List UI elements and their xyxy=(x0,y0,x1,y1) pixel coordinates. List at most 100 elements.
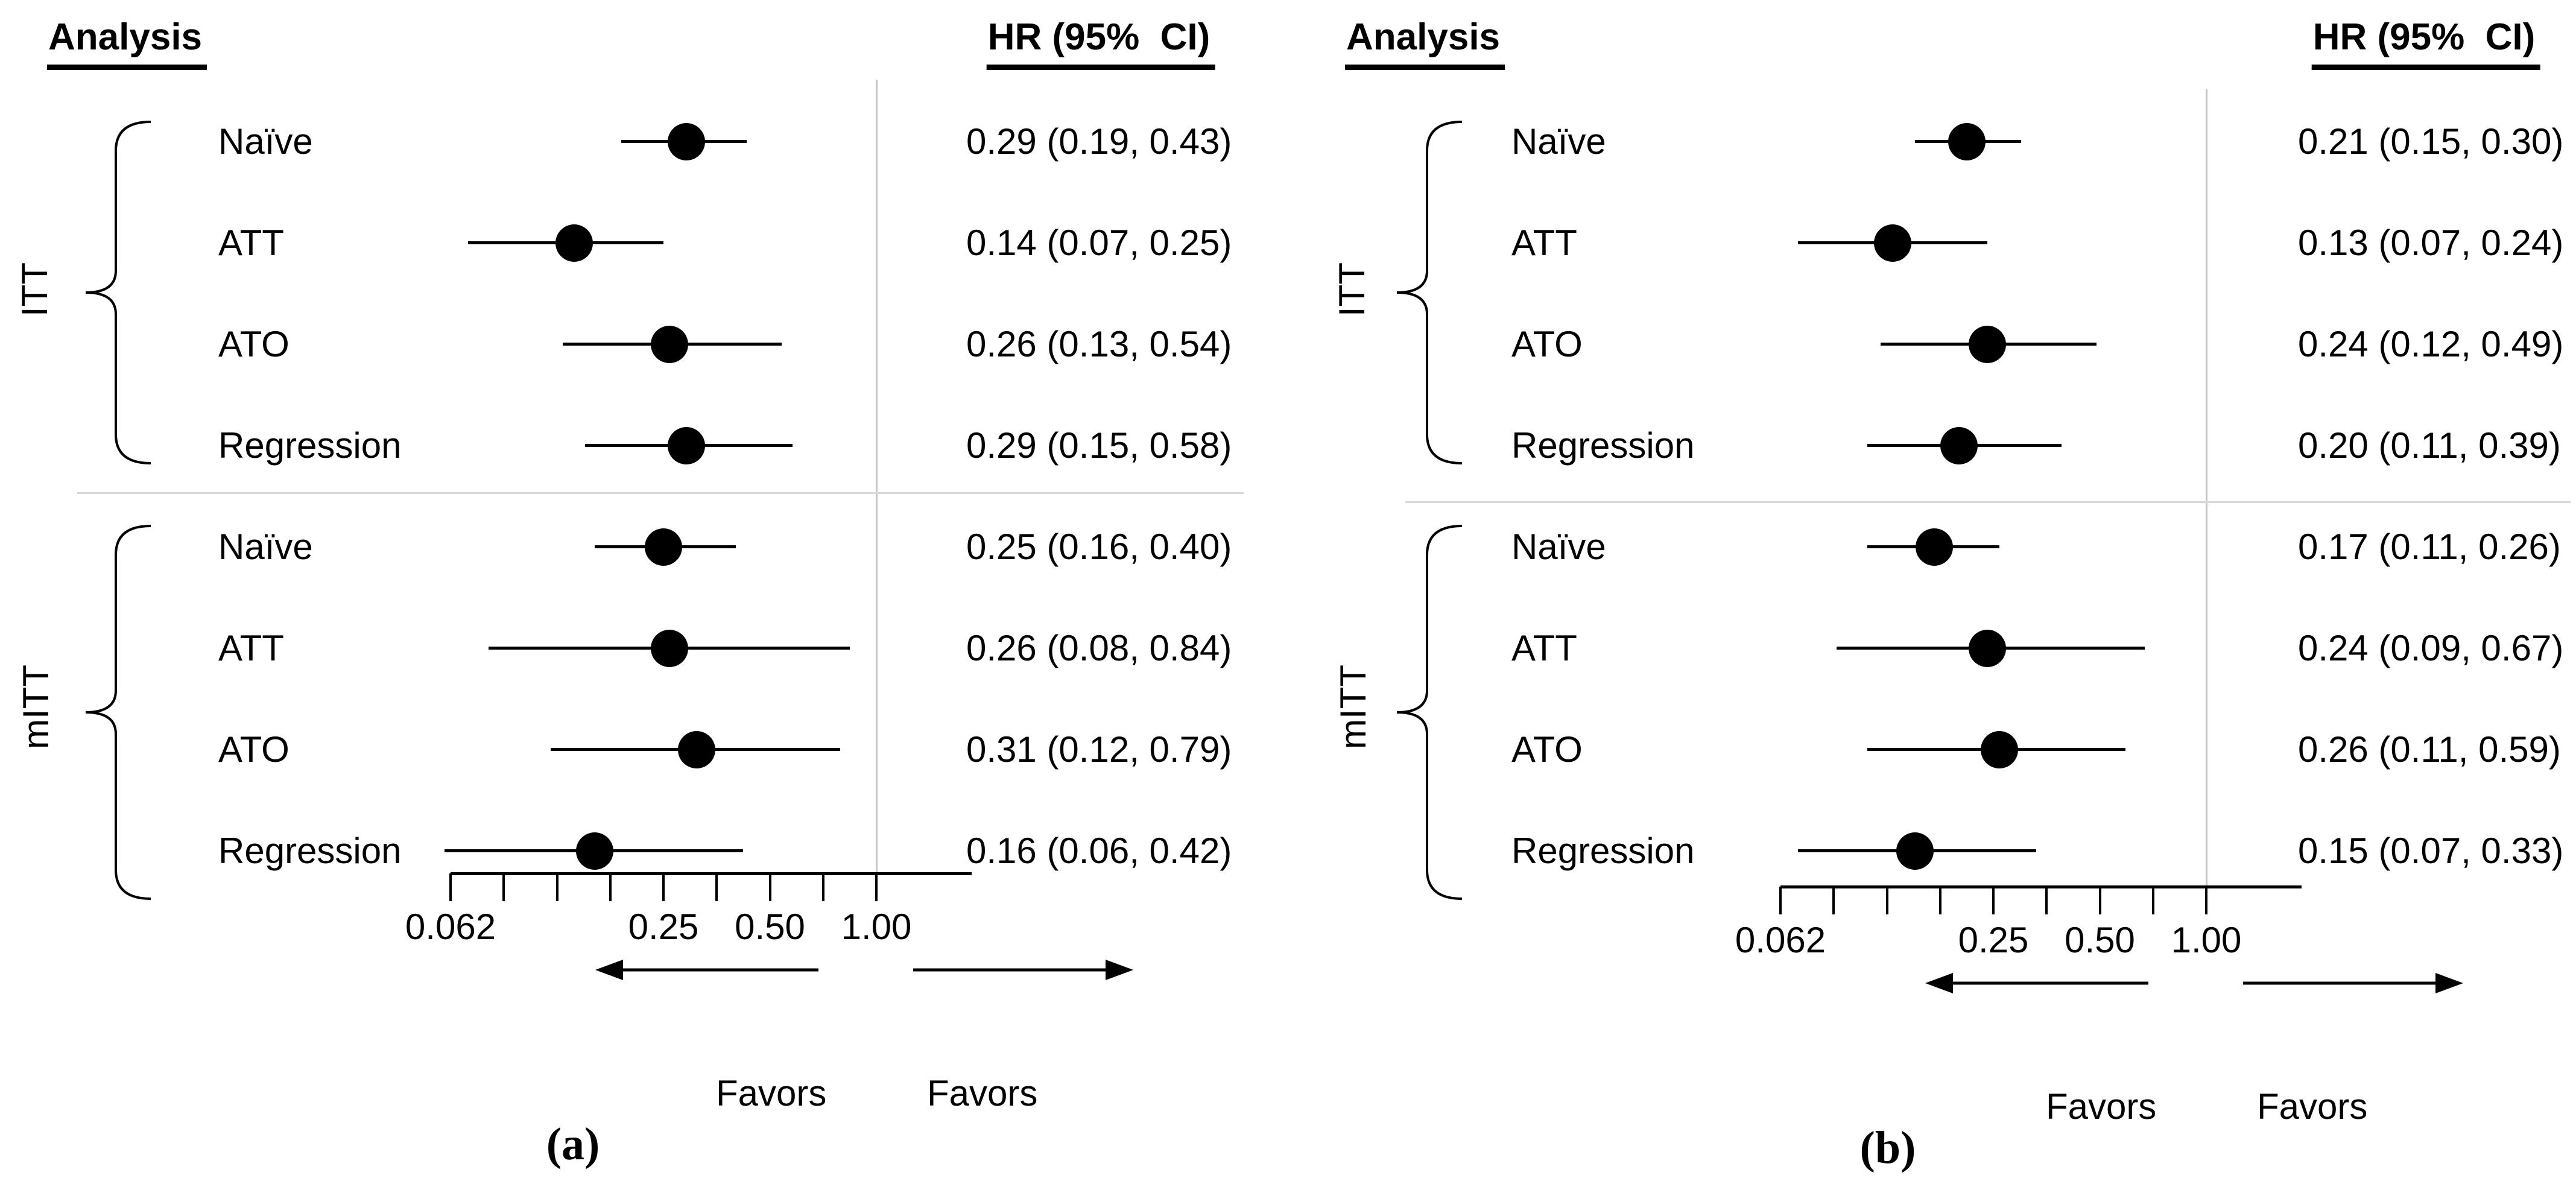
forest-dot xyxy=(645,528,682,566)
axis-tick xyxy=(1779,887,1782,914)
hr-ci-header: HR (95% CI) xyxy=(986,16,1215,70)
reference-line xyxy=(2206,89,2207,887)
axis-tick-label: 0.50 xyxy=(735,907,805,947)
hr-ci-header: HR (95% CI) xyxy=(2311,16,2540,70)
row-label: ATO xyxy=(1511,729,1583,770)
group-label-mitt: mITT xyxy=(1333,665,1373,749)
favors-cilta-cel-label: Favors cilta-cel xyxy=(2046,1086,2157,1127)
section-divider xyxy=(77,492,1244,494)
axis-tick-label: 0.062 xyxy=(1735,920,1826,960)
hr-value: 0.17 (0.11, 0.26) xyxy=(2298,527,2561,567)
row-label: ATO xyxy=(218,324,290,364)
hr-value: 0.15 (0.07, 0.33) xyxy=(2298,831,2564,871)
panel-letter-b: (b) xyxy=(1859,1122,1916,1173)
row-label: Naïve xyxy=(1511,527,1606,567)
forest-dot xyxy=(576,832,614,870)
axis-tick-label: 1.00 xyxy=(2171,920,2242,960)
axis-tick xyxy=(2151,887,2154,914)
favors-cilta-cel-label: Favors cilta-cel xyxy=(716,1073,827,1113)
axis-tick xyxy=(1885,887,1888,914)
mitt-group-brace xyxy=(1396,525,1463,900)
row-label: ATT xyxy=(1511,223,1577,263)
forest-dot xyxy=(1968,630,2006,667)
axis-tick xyxy=(662,873,665,901)
row-label: Regression xyxy=(1511,831,1695,871)
forest-dot xyxy=(1948,123,1986,160)
axis-tick xyxy=(875,873,878,901)
row-label: ATT xyxy=(218,223,284,263)
itt-group-brace xyxy=(1396,121,1463,464)
hr-value: 0.31 (0.12, 0.79) xyxy=(966,729,1232,770)
axis-tick xyxy=(449,873,452,901)
forest-dot xyxy=(667,427,705,464)
axis-tick xyxy=(715,873,718,901)
axis-tick xyxy=(1992,887,1995,914)
hr-value: 0.25 (0.16, 0.40) xyxy=(966,527,1232,567)
analysis-header: Analysis xyxy=(47,16,207,70)
axis-tick-label: 1.00 xyxy=(841,907,912,947)
row-label: Regression xyxy=(1511,425,1695,466)
axis-tick-label: 0.50 xyxy=(2065,920,2135,960)
section-divider xyxy=(1405,501,2571,503)
forest-dot xyxy=(1896,832,1934,870)
axis-tick xyxy=(1832,887,1835,914)
hr-value: 0.21 (0.15, 0.30) xyxy=(2298,121,2564,162)
axis-line xyxy=(451,872,972,875)
row-label: ATO xyxy=(218,729,290,770)
row-label: Regression xyxy=(218,425,402,466)
reference-line xyxy=(876,80,878,873)
forest-dot xyxy=(555,224,593,262)
row-label: ATT xyxy=(1511,628,1577,668)
forest-dot xyxy=(1968,326,2006,363)
axis-tick xyxy=(2205,887,2207,914)
row-label: Naïve xyxy=(218,527,313,567)
favors-comparator-label: Favors comparator xyxy=(927,1073,1038,1113)
axis-tick-label: 0.062 xyxy=(405,907,496,947)
hr-value: 0.26 (0.13, 0.54) xyxy=(966,324,1232,364)
row-label: Naïve xyxy=(1511,121,1606,162)
forest-dot xyxy=(1915,528,1953,566)
axis-tick-label: 0.25 xyxy=(1958,920,2029,960)
hr-value: 0.14 (0.07, 0.25) xyxy=(966,223,1232,263)
axis-line xyxy=(1780,885,2302,888)
forest-dot xyxy=(650,326,688,363)
axis-tick xyxy=(555,873,559,901)
axis-tick xyxy=(768,873,771,901)
axis-tick xyxy=(821,873,824,901)
forest-dot xyxy=(1980,731,2018,768)
hr-value: 0.24 (0.12, 0.49) xyxy=(2298,324,2564,364)
row-label: ATT xyxy=(218,628,284,668)
hr-value: 0.16 (0.06, 0.42) xyxy=(966,831,1232,871)
forest-dot xyxy=(1940,427,1978,464)
hr-value: 0.24 (0.09, 0.67) xyxy=(2298,628,2564,668)
favors-comparator-arrowhead xyxy=(2435,973,2463,993)
panel-letter-a: (a) xyxy=(546,1119,600,1170)
hr-value: 0.20 (0.11, 0.39) xyxy=(2298,425,2561,466)
analysis-header: Analysis xyxy=(1345,16,1505,70)
forest-dot xyxy=(677,731,715,768)
group-label-itt: ITT xyxy=(1332,262,1372,317)
favors-comparator-label: Favors comparator xyxy=(2257,1086,2368,1127)
forest-dot xyxy=(667,123,705,160)
axis-tick xyxy=(502,873,505,901)
axis-tick xyxy=(1938,887,1941,914)
hr-value: 0.13 (0.07, 0.24) xyxy=(2298,223,2564,263)
panel-a: Analysis HR (95% CI) ITT mITT Favors cil… xyxy=(14,16,1244,1170)
axis-tick xyxy=(2045,887,2048,914)
favors-cilta-cel-arrowhead xyxy=(1925,973,1953,993)
axis-tick-label: 0.25 xyxy=(628,907,699,947)
hr-value: 0.29 (0.15, 0.58) xyxy=(966,425,1232,466)
axis-tick xyxy=(2098,887,2101,914)
hr-value: 0.26 (0.08, 0.84) xyxy=(966,628,1232,668)
axis-tick xyxy=(609,873,612,901)
hr-value: 0.26 (0.11, 0.59) xyxy=(2298,729,2561,770)
row-label: Naïve xyxy=(218,121,313,162)
row-label: Regression xyxy=(218,831,402,871)
row-label: ATO xyxy=(1511,324,1583,364)
forest-dot xyxy=(1874,224,1912,262)
forest-dot xyxy=(650,630,688,667)
hr-value: 0.29 (0.19, 0.43) xyxy=(966,121,1232,162)
